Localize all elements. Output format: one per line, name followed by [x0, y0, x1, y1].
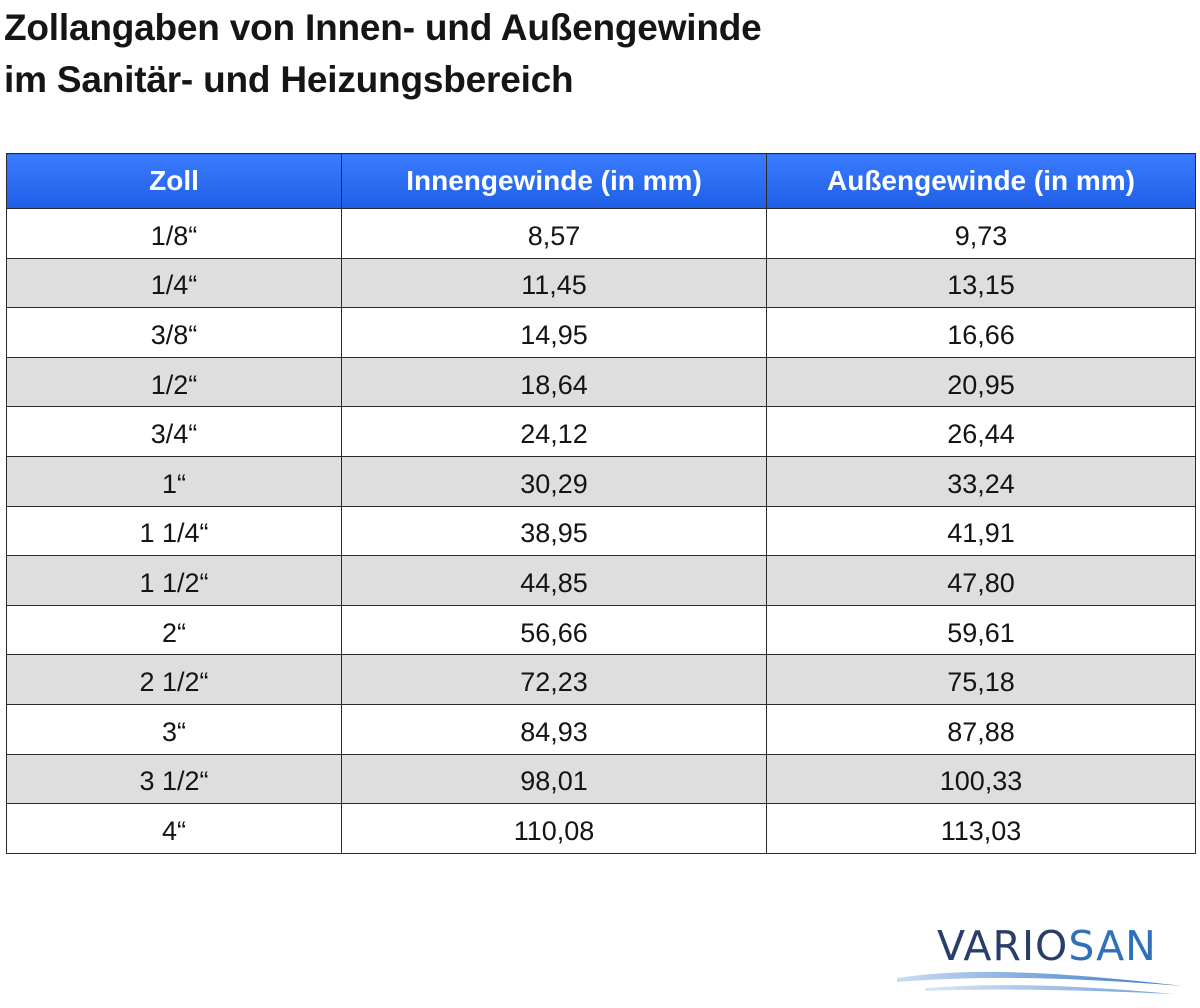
cell-aussengewinde: 47,80 — [766, 555, 1196, 606]
table-row: 1/2“ 18,64 20,95 — [6, 356, 1196, 408]
logo-swoosh-icon — [897, 971, 1183, 994]
cell-zoll: 1“ — [6, 455, 342, 507]
cell-zoll: 1 1/4“ — [6, 505, 342, 557]
cell-innengewinde: 24,12 — [341, 406, 767, 457]
cell-aussengewinde: 13,15 — [766, 257, 1196, 309]
cell-aussengewinde: 75,18 — [766, 654, 1196, 705]
table-row: 2 1/2“ 72,23 75,18 — [6, 654, 1196, 705]
cell-zoll: 1 1/2“ — [6, 555, 342, 606]
logo-text-vario: VARIO — [937, 922, 1069, 970]
page-title: Zollangaben von Innen- und Außengewinde … — [4, 2, 762, 106]
table-header-row: Zoll Innengewinde (in mm) Außengewinde (… — [6, 153, 1196, 209]
cell-zoll: 2 1/2“ — [6, 654, 342, 705]
cell-zoll: 1/4“ — [6, 257, 342, 309]
cell-zoll: 4“ — [6, 803, 342, 854]
cell-innengewinde: 44,85 — [341, 555, 767, 606]
cell-innengewinde: 18,64 — [341, 356, 767, 408]
cell-innengewinde: 84,93 — [341, 703, 767, 755]
cell-aussengewinde: 26,44 — [766, 406, 1196, 457]
cell-innengewinde: 11,45 — [341, 257, 767, 309]
cell-zoll: 3“ — [6, 703, 342, 755]
header-aussengewinde: Außengewinde (in mm) — [766, 153, 1196, 209]
cell-aussengewinde: 100,33 — [766, 753, 1196, 805]
cell-innengewinde: 8,57 — [341, 208, 767, 259]
cell-innengewinde: 98,01 — [341, 753, 767, 805]
table-row: 1/4“ 11,45 13,15 — [6, 257, 1196, 309]
table-row: 3“ 84,93 87,88 — [6, 703, 1196, 755]
cell-innengewinde: 38,95 — [341, 505, 767, 557]
cell-zoll: 2“ — [6, 604, 342, 656]
title-line-2: im Sanitär- und Heizungsbereich — [4, 59, 574, 100]
table-row: 3/4“ 24,12 26,44 — [6, 406, 1196, 457]
cell-zoll: 3 1/2“ — [6, 753, 342, 805]
cell-aussengewinde: 41,91 — [766, 505, 1196, 557]
cell-aussengewinde: 20,95 — [766, 356, 1196, 408]
table-row: 3/8“ 14,95 16,66 — [6, 307, 1196, 358]
cell-zoll: 3/4“ — [6, 406, 342, 457]
table-row: 2“ 56,66 59,61 — [6, 604, 1196, 656]
cell-innengewinde: 110,08 — [341, 803, 767, 854]
table-row: 1“ 30,29 33,24 — [6, 455, 1196, 507]
cell-aussengewinde: 113,03 — [766, 803, 1196, 854]
table-row: 1/8“ 8,57 9,73 — [6, 208, 1196, 259]
logo-text-san: SAN — [1068, 922, 1157, 970]
table-row: 1 1/4“ 38,95 41,91 — [6, 505, 1196, 557]
cell-innengewinde: 56,66 — [341, 604, 767, 656]
cell-aussengewinde: 9,73 — [766, 208, 1196, 259]
cell-aussengewinde: 59,61 — [766, 604, 1196, 656]
logo-wordmark: VARIOSAN — [937, 920, 1157, 972]
cell-zoll: 3/8“ — [6, 307, 342, 358]
table-row: 4“ 110,08 113,03 — [6, 803, 1196, 854]
cell-innengewinde: 14,95 — [341, 307, 767, 358]
header-zoll: Zoll — [6, 153, 342, 209]
cell-aussengewinde: 33,24 — [766, 455, 1196, 507]
table-row: 3 1/2“ 98,01 100,33 — [6, 753, 1196, 805]
cell-aussengewinde: 16,66 — [766, 307, 1196, 358]
table-row: 1 1/2“ 44,85 47,80 — [6, 555, 1196, 606]
cell-zoll: 1/2“ — [6, 356, 342, 408]
cell-innengewinde: 30,29 — [341, 455, 767, 507]
cell-aussengewinde: 87,88 — [766, 703, 1196, 755]
thread-size-table: Zoll Innengewinde (in mm) Außengewinde (… — [6, 153, 1196, 854]
header-innengewinde: Innengewinde (in mm) — [341, 153, 767, 209]
cell-innengewinde: 72,23 — [341, 654, 767, 705]
variosan-logo: VARIOSAN — [895, 920, 1185, 1000]
title-line-1: Zollangaben von Innen- und Außengewinde — [4, 7, 762, 48]
cell-zoll: 1/8“ — [6, 208, 342, 259]
